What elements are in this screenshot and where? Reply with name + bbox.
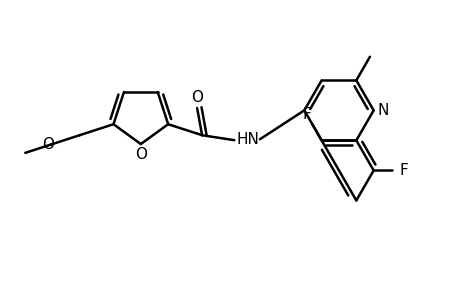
- Text: O: O: [190, 90, 203, 105]
- Text: N: N: [377, 103, 388, 118]
- Text: F: F: [302, 107, 310, 122]
- Text: F: F: [398, 163, 407, 178]
- Text: O: O: [42, 137, 54, 152]
- Text: HN: HN: [236, 132, 259, 147]
- Text: O: O: [134, 148, 146, 163]
